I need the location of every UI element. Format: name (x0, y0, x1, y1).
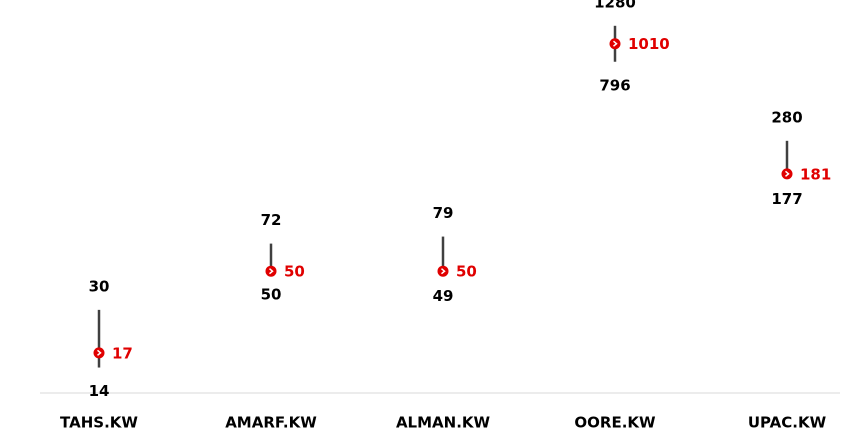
marker-arrow (785, 170, 790, 177)
x-tick-label: OORE.KW (574, 414, 656, 432)
current-marker (781, 168, 793, 180)
current-marker (265, 265, 277, 277)
marker-arrow (613, 40, 618, 47)
x-tick-label: UPAC.KW (748, 414, 827, 432)
x-tick-label: TAHS.KW (60, 414, 138, 432)
current-marker (609, 38, 621, 50)
marker-arrow (97, 349, 102, 356)
low-label: 796 (599, 76, 630, 94)
low-label: 50 (261, 286, 282, 304)
low-label: 177 (771, 190, 802, 208)
current-label: 50 (456, 263, 477, 281)
marker-arrow (441, 268, 446, 275)
high-label: 72 (261, 211, 282, 229)
x-tick-label: AMARF.KW (225, 414, 317, 432)
current-label: 1010 (628, 35, 670, 53)
low-label: 14 (89, 382, 110, 400)
current-marker (437, 265, 449, 277)
high-label: 1280 (594, 0, 636, 11)
x-tick-label: ALMAN.KW (396, 414, 491, 432)
current-label: 17 (112, 344, 133, 362)
high-label: 79 (433, 204, 454, 222)
marker-arrow (269, 268, 274, 275)
high-label: 280 (771, 108, 802, 126)
current-label: 181 (800, 165, 831, 183)
current-label: 50 (284, 263, 305, 281)
high-label: 30 (89, 277, 110, 295)
low-label: 49 (433, 287, 454, 305)
current-marker (93, 347, 105, 359)
